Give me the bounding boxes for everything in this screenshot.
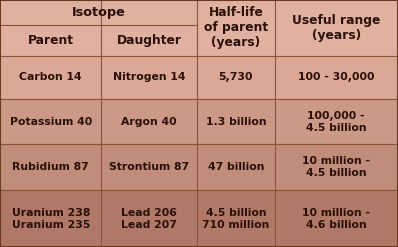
Text: Lead 206
Lead 207: Lead 206 Lead 207	[121, 207, 177, 230]
Text: Half-life
of parent
(years): Half-life of parent (years)	[204, 6, 268, 49]
Text: Uranium 238
Uranium 235: Uranium 238 Uranium 235	[12, 207, 90, 230]
Bar	[0, 144, 398, 190]
Text: 5,730: 5,730	[219, 72, 253, 82]
Bar	[0, 99, 398, 144]
Text: Rubidium 87: Rubidium 87	[12, 162, 89, 172]
Text: Nitrogen 14: Nitrogen 14	[113, 72, 185, 82]
Text: Useful range
(years): Useful range (years)	[292, 14, 380, 42]
Text: 100 - 30,000: 100 - 30,000	[298, 72, 375, 82]
Text: 4.5 billion
710 million: 4.5 billion 710 million	[202, 207, 269, 230]
Bar	[0, 0, 398, 56]
Text: 10 million -
4.5 billion: 10 million - 4.5 billion	[302, 156, 371, 178]
Text: Parent: Parent	[28, 34, 74, 47]
Text: Argon 40: Argon 40	[121, 117, 177, 127]
Text: 47 billion: 47 billion	[208, 162, 264, 172]
Text: Isotope: Isotope	[72, 6, 125, 19]
Text: Potassium 40: Potassium 40	[10, 117, 92, 127]
Text: 100,000 -
4.5 billion: 100,000 - 4.5 billion	[306, 111, 367, 133]
Bar	[0, 190, 398, 247]
Text: Strontium 87: Strontium 87	[109, 162, 189, 172]
Text: 1.3 billion: 1.3 billion	[205, 117, 266, 127]
Text: Daughter: Daughter	[117, 34, 182, 47]
Bar	[0, 56, 398, 99]
Text: 10 million -
4.6 billion: 10 million - 4.6 billion	[302, 207, 371, 230]
Bar	[0, 0, 197, 25]
Text: Carbon 14: Carbon 14	[20, 72, 82, 82]
